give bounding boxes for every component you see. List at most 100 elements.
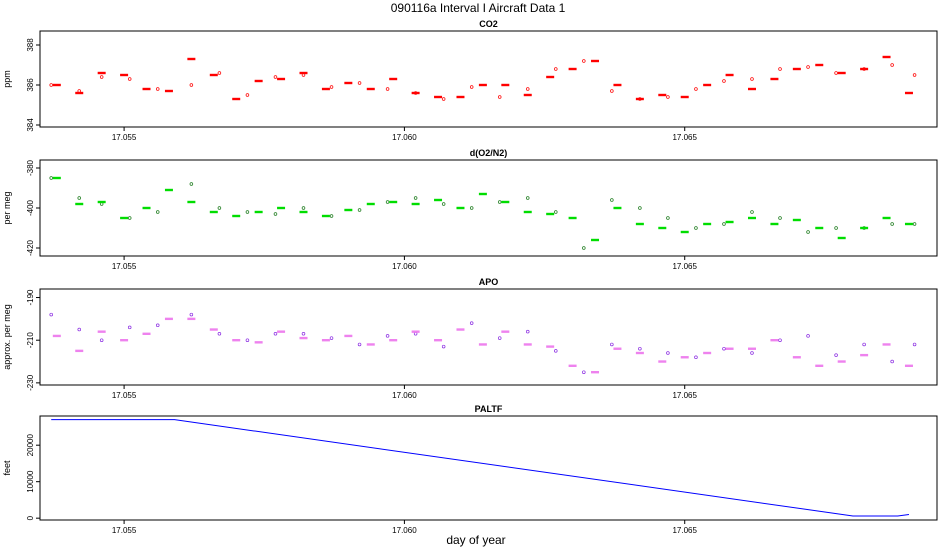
data-point bbox=[694, 87, 698, 91]
data-point bbox=[497, 200, 502, 204]
data-point bbox=[666, 351, 670, 355]
data-point bbox=[155, 210, 160, 214]
data-point bbox=[441, 202, 446, 206]
data-point bbox=[413, 196, 418, 200]
x-tick-label: 17.060 bbox=[392, 133, 417, 142]
y-tick-label: 10000 bbox=[26, 470, 35, 493]
x-tick-label: 17.065 bbox=[672, 262, 697, 271]
y-axis-label: ppm bbox=[2, 70, 12, 88]
data-point bbox=[189, 312, 194, 317]
x-tick-label: 17.055 bbox=[112, 391, 137, 400]
data-point bbox=[301, 206, 306, 210]
series-0 bbox=[49, 176, 917, 250]
y-tick-label: -190 bbox=[26, 289, 35, 306]
data-point bbox=[469, 206, 474, 210]
series-0 bbox=[49, 59, 917, 101]
data-point bbox=[99, 338, 104, 342]
data-point bbox=[245, 210, 250, 214]
panel-title: CO2 bbox=[479, 19, 498, 29]
data-point bbox=[666, 95, 670, 99]
x-axis-label: day of year bbox=[446, 533, 505, 547]
y-tick-label: 388 bbox=[26, 38, 35, 52]
data-line bbox=[51, 419, 910, 517]
data-point bbox=[806, 230, 810, 234]
data-point bbox=[806, 334, 810, 338]
data-point bbox=[582, 370, 586, 374]
data-point bbox=[912, 73, 917, 77]
data-point bbox=[127, 216, 132, 220]
data-point bbox=[385, 87, 390, 91]
y-axis-label: approx. per meg bbox=[2, 304, 12, 370]
y-tick-label: 384 bbox=[26, 118, 35, 132]
data-point bbox=[385, 200, 390, 204]
x-tick-label: 17.065 bbox=[672, 391, 697, 400]
y-axis-label: per meg bbox=[2, 191, 12, 224]
data-point bbox=[750, 351, 754, 355]
data-point bbox=[722, 222, 726, 226]
panel-1: d(O2/N2) per meg -380 -400 -420 17.055 17.060 1… bbox=[2, 148, 938, 271]
data-point bbox=[497, 336, 502, 340]
data-point bbox=[329, 336, 334, 340]
data-point bbox=[610, 198, 614, 202]
data-point bbox=[127, 77, 132, 81]
data-point bbox=[610, 342, 614, 347]
data-point bbox=[189, 83, 194, 87]
data-point bbox=[912, 342, 917, 347]
x-tick-label: 17.060 bbox=[392, 526, 417, 535]
data-point bbox=[525, 329, 530, 334]
data-point bbox=[582, 59, 586, 63]
figure-title: 090116a Interval I Aircraft Data 1 bbox=[391, 1, 566, 15]
data-point bbox=[273, 212, 278, 216]
data-point bbox=[77, 327, 81, 332]
series-0 bbox=[51, 419, 910, 517]
data-point bbox=[890, 222, 894, 226]
data-point bbox=[694, 226, 698, 230]
data-point bbox=[778, 67, 782, 71]
plot-frame bbox=[39, 288, 938, 386]
data-point bbox=[610, 89, 614, 93]
data-point bbox=[49, 83, 53, 87]
data-point bbox=[638, 206, 642, 210]
y-tick-label: -380 bbox=[26, 159, 35, 176]
series-0 bbox=[49, 312, 917, 374]
data-point bbox=[554, 349, 558, 353]
data-point bbox=[582, 246, 586, 250]
data-point bbox=[357, 81, 362, 85]
panel-3: PALTF feet 0 10000 20000 17.055 17.060 17.065 bbox=[2, 404, 938, 535]
data-point bbox=[155, 323, 160, 328]
x-tick-label: 17.060 bbox=[392, 262, 417, 271]
data-point bbox=[554, 210, 558, 214]
y-tick-label: 0 bbox=[26, 515, 35, 520]
data-point bbox=[329, 85, 334, 89]
data-point bbox=[525, 87, 530, 91]
x-tick-label: 17.055 bbox=[112, 262, 137, 271]
panel-2: APO approx. per meg -190 -210 -230 17.055 17.0… bbox=[2, 277, 938, 400]
data-point bbox=[694, 355, 698, 360]
data-point bbox=[554, 67, 558, 71]
data-point bbox=[385, 334, 390, 338]
y-axis-label: feet bbox=[2, 460, 12, 476]
data-point bbox=[155, 87, 160, 91]
data-point bbox=[99, 75, 104, 79]
data-point bbox=[666, 216, 670, 220]
x-tick-label: 17.065 bbox=[672, 133, 697, 142]
data-point bbox=[912, 222, 917, 226]
data-point bbox=[189, 182, 194, 186]
data-point bbox=[127, 325, 132, 330]
data-point bbox=[273, 332, 278, 336]
plot-frame bbox=[39, 159, 938, 257]
y-tick-label: -230 bbox=[26, 374, 35, 391]
data-point bbox=[245, 93, 250, 97]
y-tick-label: 386 bbox=[26, 78, 35, 92]
x-tick-label: 17.060 bbox=[392, 391, 417, 400]
data-point bbox=[778, 338, 782, 342]
data-point bbox=[441, 344, 446, 349]
y-tick-label: 20000 bbox=[26, 434, 35, 457]
data-point bbox=[273, 75, 278, 79]
series-1 bbox=[52, 176, 913, 242]
data-point bbox=[469, 321, 474, 325]
data-point bbox=[469, 85, 474, 89]
data-point bbox=[834, 226, 838, 230]
